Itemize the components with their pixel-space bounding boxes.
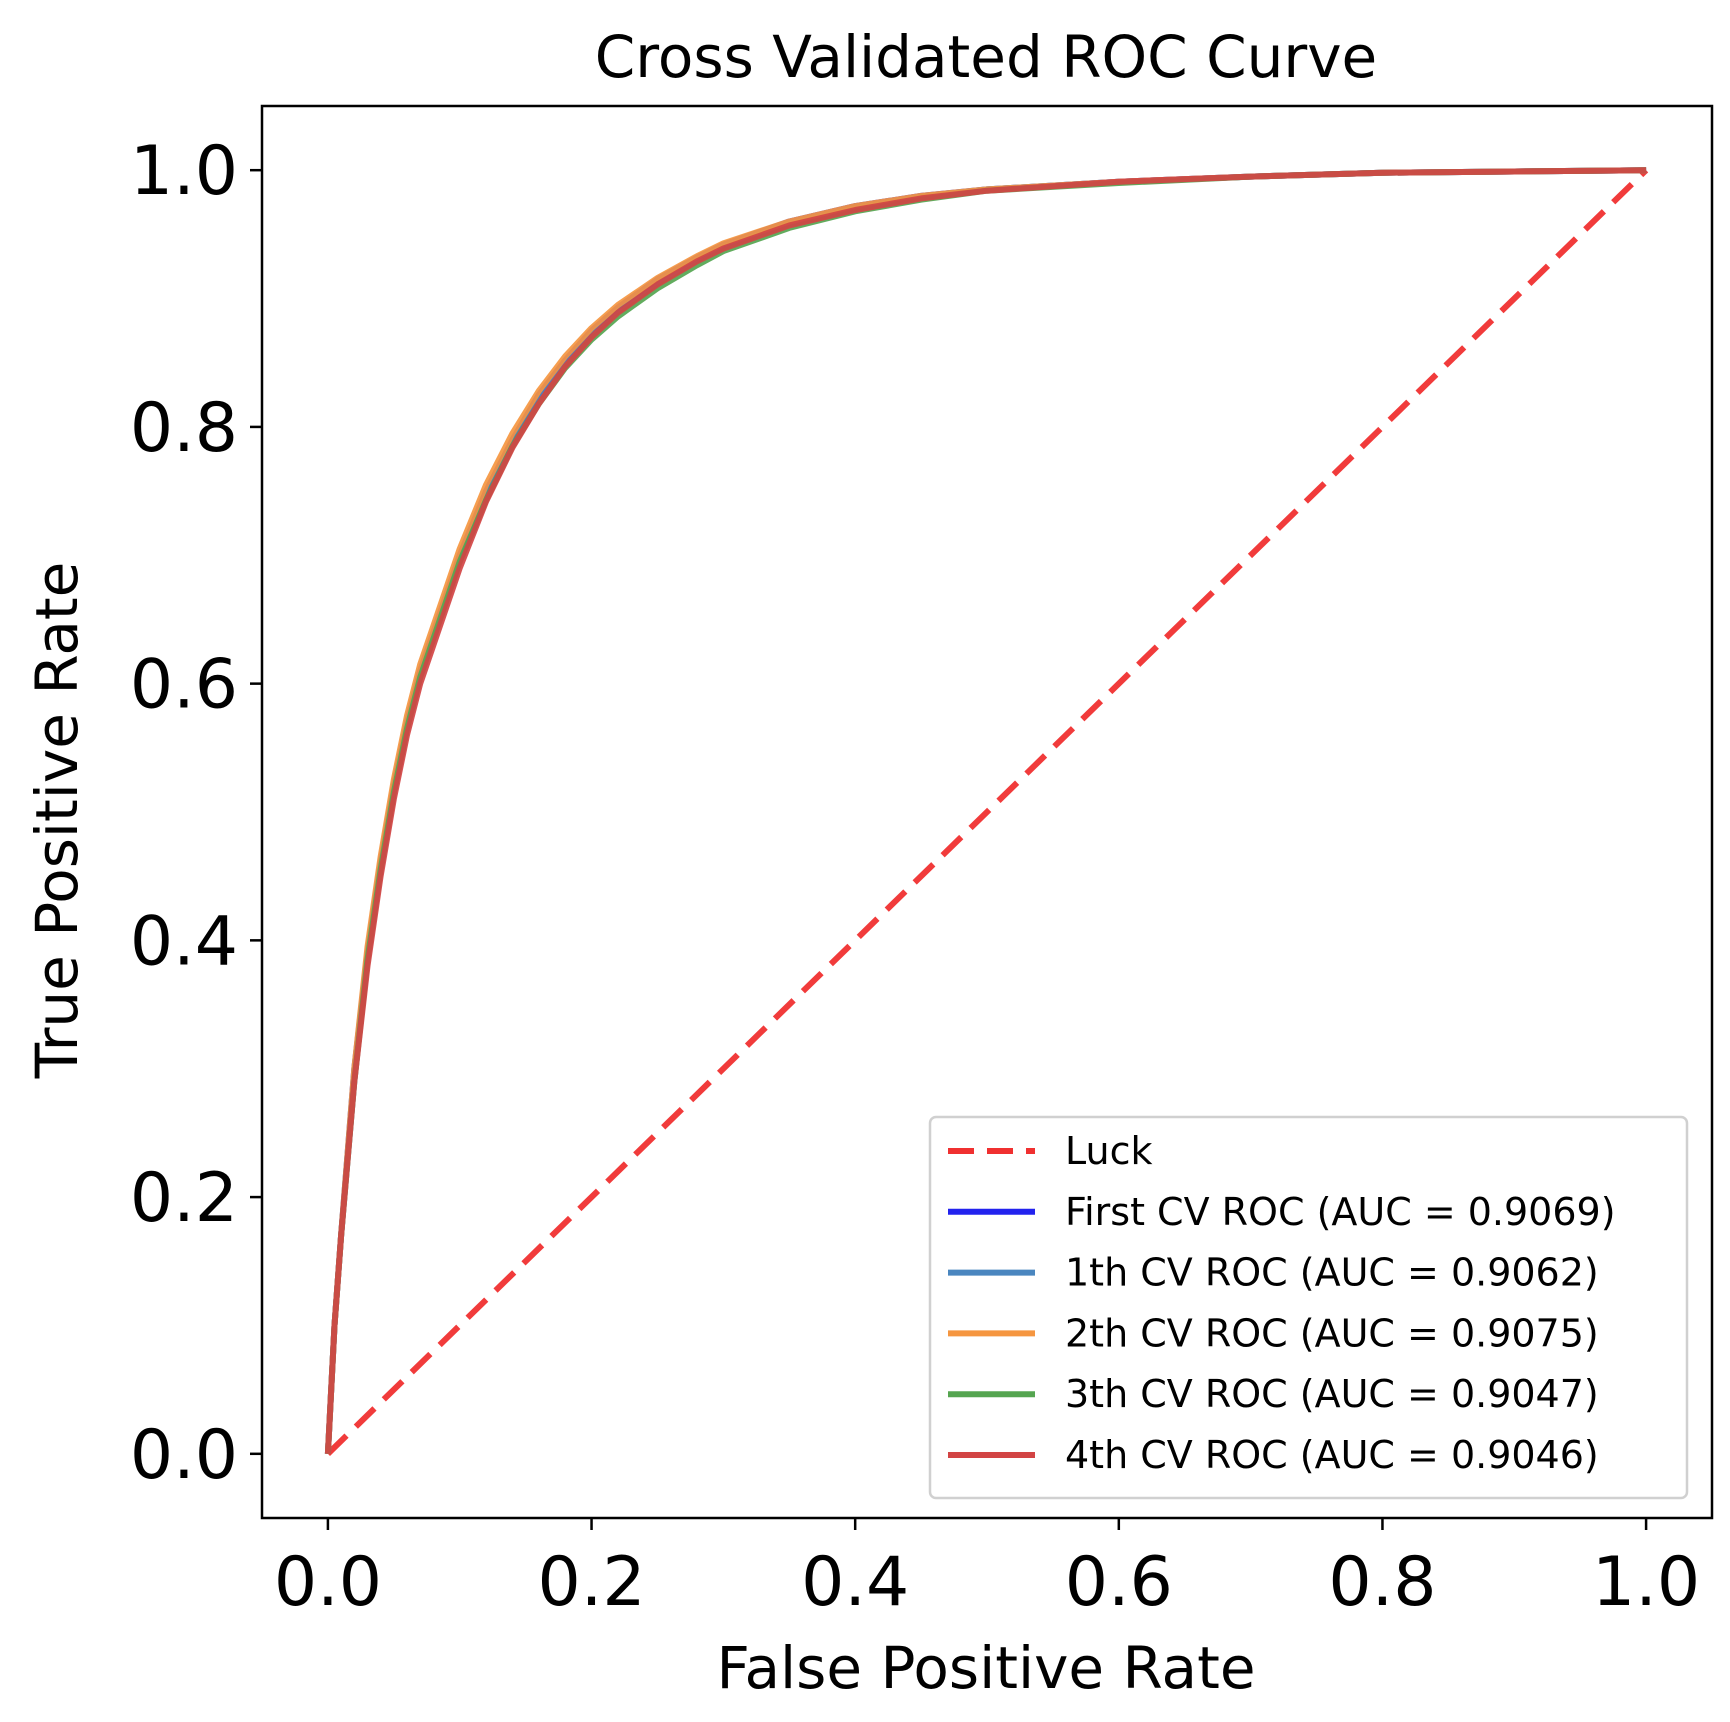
legend-label-4: 3th CV ROC (AUC = 0.9047) xyxy=(1065,1372,1599,1416)
x-axis-ticks: 0.0 0.2 0.4 0.6 0.8 1.0 xyxy=(274,1518,1700,1622)
x-axis-label: False Positive Rate xyxy=(716,1634,1255,1702)
series-line-0 xyxy=(325,168,1649,1456)
plot-area xyxy=(324,167,1649,1456)
plot-frame xyxy=(260,104,1714,1520)
y-axis-ticks: 0.0 0.2 0.4 0.6 0.8 1.0 xyxy=(130,132,262,1495)
legend-box xyxy=(928,1115,1689,1500)
y-tick-label: 0.8 xyxy=(130,389,238,468)
legend-label-2: 1th CV ROC (AUC = 0.9062) xyxy=(1065,1251,1599,1295)
x-tick-label: 0.8 xyxy=(1328,1543,1436,1622)
legend-label-1: First CV ROC (AUC = 0.9069) xyxy=(1065,1190,1616,1234)
legend-label-5: 4th CV ROC (AUC = 0.9046) xyxy=(1065,1433,1599,1477)
x-tick-label: 0.6 xyxy=(1065,1543,1173,1622)
y-tick-label: 1.0 xyxy=(130,132,238,211)
x-tick-label: 1.0 xyxy=(1592,1543,1700,1622)
legend-label-3: 2th CV ROC (AUC = 0.9075) xyxy=(1065,1311,1599,1355)
y-tick-label: 0.0 xyxy=(130,1416,238,1495)
legend: Luck First CV ROC (AUC = 0.9069) 1th CV RO… xyxy=(928,1115,1689,1500)
y-tick-label: 0.2 xyxy=(130,1159,238,1238)
x-tick-label: 0.4 xyxy=(801,1543,909,1622)
y-tick-label: 0.6 xyxy=(130,646,238,725)
x-tick-label: 0.0 xyxy=(274,1543,382,1622)
y-tick-label: 0.4 xyxy=(130,902,238,981)
x-tick-label: 0.2 xyxy=(537,1543,645,1622)
y-axis-label: True Positive Rate xyxy=(23,562,91,1080)
chart-title: Cross Validated ROC Curve xyxy=(595,23,1377,91)
legend-label-0: Luck xyxy=(1065,1129,1153,1173)
series-line-5 xyxy=(324,167,1647,1454)
